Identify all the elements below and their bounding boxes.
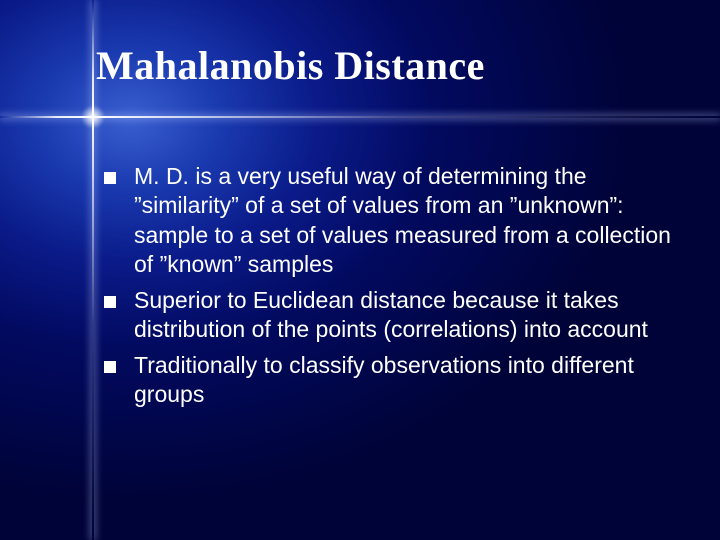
bullet-text: M. D. is a very useful way of determinin… (134, 162, 678, 280)
lens-flare-vertical (92, 0, 94, 540)
slide-title: Mahalanobis Distance (96, 42, 485, 89)
list-item: M. D. is a very useful way of determinin… (104, 162, 678, 280)
bullet-text: Superior to Euclidean distance because i… (134, 286, 678, 345)
bullet-text: Traditionally to classify observations i… (134, 351, 678, 410)
bullet-square-icon (104, 361, 116, 373)
lens-flare-horizontal (0, 116, 720, 118)
list-item: Superior to Euclidean distance because i… (104, 286, 678, 345)
lens-flare-star (81, 105, 105, 129)
bullet-square-icon (104, 296, 116, 308)
list-item: Traditionally to classify observations i… (104, 351, 678, 410)
slide-body: M. D. is a very useful way of determinin… (104, 162, 678, 416)
bullet-square-icon (104, 172, 116, 184)
slide: Mahalanobis Distance M. D. is a very use… (0, 0, 720, 540)
